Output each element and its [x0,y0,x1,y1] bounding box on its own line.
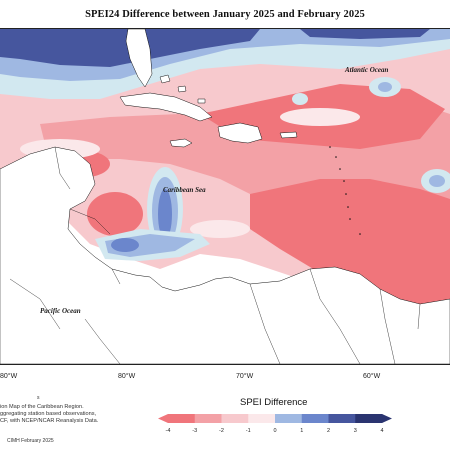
source-note-line-2: ggregating station based observations, [0,411,97,417]
footnote-mark: s [37,395,40,401]
pacific-ocean-label: Pacific Ocean [40,307,81,315]
legend-tick-label: 1 [300,428,303,434]
source-note-line-1: ion Map of the Caribbean Region. [0,404,84,410]
longitude-tick-3: 60°W [363,373,381,380]
wet-atlantic-cell-1-core [378,82,392,92]
legend-title: SPEI Difference [240,397,308,408]
land-masses [0,29,450,364]
longitude-tick-1: 80°W [118,373,136,380]
legend-segment [168,414,196,423]
legend-tick-label: -3 [192,428,197,434]
legend-tick-label: 4 [380,428,383,434]
legend-tick-label: -4 [166,428,171,434]
legend-tick-label: 3 [354,428,357,434]
legend-segment [221,414,249,423]
map-title: SPEI24 Difference between January 2025 a… [85,9,365,20]
wet-southwest-strong [111,238,139,252]
longitude-tick-2: 70°W [236,373,254,380]
land-bahamas-3 [197,98,206,104]
legend-tick-label: 0 [273,428,276,434]
credit-text: CIMH February 2025 [7,438,54,444]
legend-segment [275,414,303,423]
land-jamaica [169,138,193,148]
wet-north-strong-east [300,29,430,39]
wet-atlantic-cell-3 [292,93,308,105]
near-normal-patch-2 [190,220,250,238]
source-note: ion Map of the Caribbean Region. ggregat… [0,404,98,425]
near-normal-patch-1 [280,108,360,126]
legend-segment [355,414,383,423]
wet-caribbean-strong [158,189,172,239]
legend-arrow-high [382,414,392,423]
legend-segment [194,414,222,423]
legend-colorbar: -4 -3 -2 -1 0 1 2 3 4 [158,414,392,434]
longitude-tick-0: 80°W [0,373,18,380]
country-borders [9,146,421,364]
strong-dry-west-cell [87,192,143,236]
land-bahamas-1 [159,74,171,84]
legend-segment [328,414,356,423]
spei-difference-map [0,29,450,364]
land-bahamas-2 [177,85,187,93]
land-puerto-rico [279,131,298,139]
lesser-antilles [329,146,361,235]
land-central-america [0,146,450,364]
legend-tick-label: -2 [219,428,224,434]
legend-segment [301,414,329,423]
caribbean-sea-label: Caribbean Sea [163,186,206,194]
legend-tick-label: 2 [327,428,330,434]
land-hispaniola [217,122,263,144]
wet-atlantic-cell-2-core [429,175,445,187]
source-note-line-3: CF, with NCEP/NCAR Reanalysis Data. [0,418,99,424]
map-panel: Atlantic Ocean Caribbean Sea Pacific Oce… [0,28,450,365]
legend-tick-label: -1 [246,428,251,434]
legend-arrow-low [158,414,168,423]
legend-segment [248,414,276,423]
atlantic-ocean-label: Atlantic Ocean [345,66,389,74]
land-cuba [119,92,213,122]
land-florida [125,29,153,88]
